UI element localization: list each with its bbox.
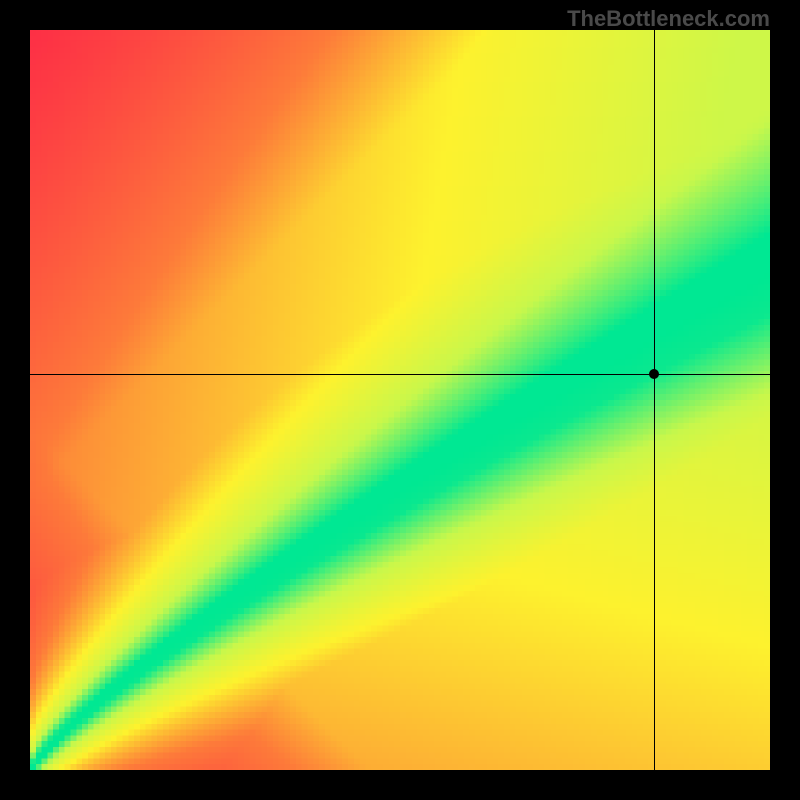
bottleneck-heatmap (30, 30, 770, 770)
crosshair-horizontal (30, 374, 770, 375)
watermark-text: TheBottleneck.com (567, 6, 770, 32)
crosshair-vertical (654, 30, 655, 770)
crosshair-marker (649, 369, 659, 379)
